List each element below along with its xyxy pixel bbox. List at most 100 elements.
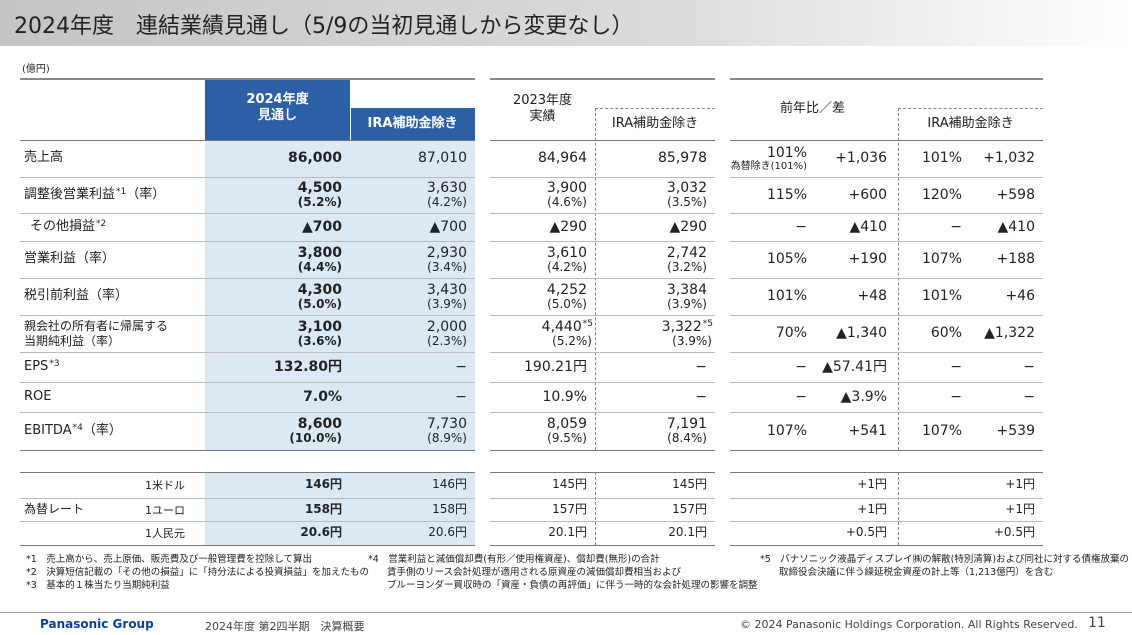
- fx-cell: 157円: [552, 501, 587, 516]
- cell-value: −: [795, 358, 807, 375]
- rule: [20, 545, 475, 546]
- unit: (億円): [22, 64, 50, 75]
- rule: [490, 177, 715, 178]
- row-label-note: *1: [116, 186, 127, 197]
- cell-value: 115%: [766, 186, 807, 203]
- fx-cell: +1円: [1005, 501, 1035, 516]
- cell: 107%: [900, 241, 970, 278]
- cell-line: ▲700: [430, 219, 468, 235]
- cell-value: −: [1023, 388, 1035, 405]
- cell-value: (3.9%): [667, 296, 707, 311]
- page-number: 11: [1088, 615, 1106, 631]
- cell-line: ▲410: [998, 219, 1036, 235]
- cell-value: 101%: [921, 150, 962, 167]
- cell: +598: [970, 177, 1043, 213]
- cell-line: 4,300: [298, 282, 342, 298]
- cell-value: 3,430: [426, 281, 467, 298]
- cell-value: 8,059: [546, 416, 587, 433]
- footnote: ブルーヨンダー買収時の「資産・負債の再評価」に伴う一時的な会計処理の影響を調整: [368, 580, 758, 591]
- cell: +541: [815, 412, 895, 450]
- cell-line: 2,742: [667, 245, 707, 261]
- cell-line: 115%: [767, 187, 807, 203]
- row-label-text: 税引前利益（率）: [24, 288, 129, 304]
- cell-value: −: [455, 388, 467, 405]
- cell-value: 101%: [921, 288, 962, 305]
- cell: 3,900 (4.6%): [490, 177, 595, 213]
- cell: 3,800 (4.4%): [205, 241, 350, 278]
- cell-line: 8,059: [547, 416, 587, 432]
- column-header-line: 2023年度: [512, 93, 573, 109]
- cell: 115%: [730, 177, 815, 213]
- forecast-bg: [205, 140, 475, 450]
- row-label: 税引前利益（率）: [24, 278, 128, 315]
- cell-line: 107%: [922, 251, 962, 267]
- cell-value: 3,800: [297, 244, 342, 261]
- brand: Panasonic Group: [40, 617, 154, 631]
- fx-row-label: 1米ドル: [145, 479, 185, 492]
- rule: [20, 498, 475, 499]
- cell-line: −: [695, 389, 707, 405]
- fx-cell: +0.5円: [993, 525, 1035, 540]
- cell-value: +48: [857, 288, 887, 305]
- cell-line: ▲1,340: [836, 325, 887, 341]
- forecast-ira-header: [350, 108, 475, 140]
- row-label-line: 調整後営業利益*1（率）: [24, 187, 165, 203]
- cell-line: −: [950, 219, 962, 235]
- cell-line: −: [455, 389, 467, 405]
- cell-line: (4.2%): [427, 195, 467, 210]
- cell-line: ▲57.41円: [822, 359, 887, 375]
- cell-value: 107%: [766, 422, 807, 439]
- cell: 8,600 (10.0%): [205, 412, 350, 450]
- forecast-fx-bg: [205, 472, 475, 545]
- cell-value: ▲1,322: [984, 325, 1035, 342]
- cell-value: 3,322: [661, 318, 702, 335]
- cell-line: ▲3.9%: [841, 389, 887, 405]
- cell-value: +600: [848, 186, 887, 203]
- fx-cell: 145円: [552, 477, 587, 492]
- row-label-text: 親会社の所有者に帰属する: [24, 318, 169, 333]
- cell-line: 86,000: [288, 150, 342, 166]
- column-header-line: IRA補助金除き: [367, 116, 458, 132]
- cell: 3,610 (4.2%): [490, 241, 595, 278]
- rule: [490, 382, 715, 383]
- fx-cell: 145円: [672, 477, 707, 492]
- cell-value: 3,610: [546, 244, 587, 261]
- rule: [20, 241, 475, 242]
- cell-line: (5.2%): [298, 195, 342, 210]
- period: 2024年度 第2四半期 決算概要: [205, 620, 365, 633]
- row-label-line: 親会社の所有者に帰属する: [24, 319, 168, 334]
- rule: [20, 140, 475, 141]
- cell-line: 3,100: [298, 319, 342, 335]
- rule: [730, 498, 1043, 499]
- rule: [490, 213, 715, 214]
- column-header: IRA補助金除き: [595, 108, 715, 140]
- column-header-line: IRA補助金除き: [927, 116, 1014, 132]
- cell-note: *5: [702, 318, 713, 329]
- row-label-suffix: （率）: [126, 186, 166, 202]
- cell-line: 84,964: [538, 150, 587, 166]
- cell: −: [970, 382, 1043, 412]
- cell: ▲290: [595, 213, 715, 241]
- fx-cell: 158円: [304, 501, 342, 516]
- cell: 3,032 (3.5%): [595, 177, 715, 213]
- rule: [20, 472, 475, 473]
- cell-line: (5.0%): [547, 297, 587, 312]
- cell-value: 2,000: [426, 318, 467, 335]
- row-label-note: *3: [49, 358, 60, 369]
- cell-line: 101%: [922, 150, 962, 166]
- cell: ▲1,322: [970, 315, 1043, 352]
- cell: 4,252 (5.0%): [490, 278, 595, 315]
- cell-value: ▲57.41円: [822, 358, 887, 375]
- cell: ▲1,340: [815, 315, 895, 352]
- cell-value: (4.2%): [547, 259, 587, 274]
- cell-line: 8,600: [298, 416, 342, 432]
- rule: [730, 213, 1043, 214]
- cell-value: (8.4%): [667, 431, 707, 446]
- cell: 84,964: [490, 140, 595, 177]
- cell-value: 107%: [921, 251, 962, 268]
- cell-line: ▲410: [850, 219, 888, 235]
- cell-value: (9.5%): [547, 431, 587, 446]
- cell-line: ▲290: [550, 219, 588, 235]
- cell-value: +188: [996, 251, 1035, 268]
- title-bar: [0, 0, 1132, 46]
